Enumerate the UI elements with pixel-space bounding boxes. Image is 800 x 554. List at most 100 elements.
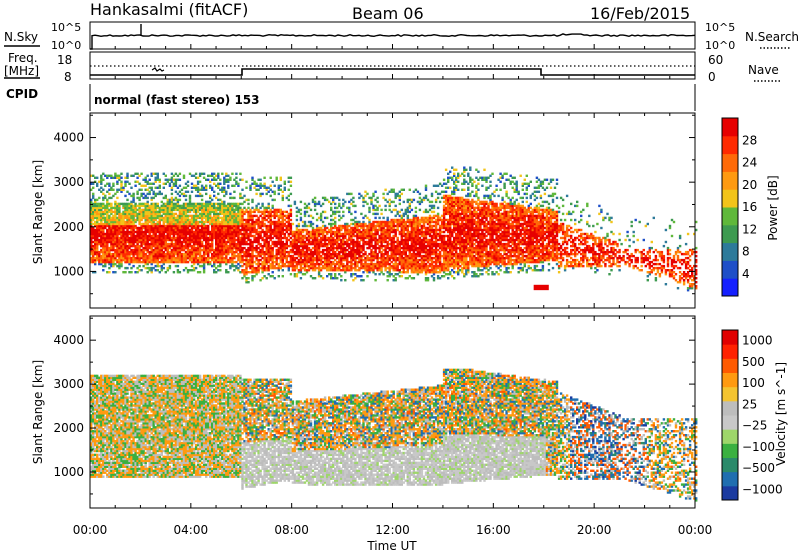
power-cell xyxy=(257,178,260,181)
power-cell xyxy=(317,271,321,274)
power-cell xyxy=(406,218,409,222)
power-cell xyxy=(408,230,411,234)
power-cell xyxy=(299,271,303,274)
power-cell xyxy=(370,222,373,226)
power-cell xyxy=(194,236,198,240)
power-cell xyxy=(251,234,254,238)
power-cell xyxy=(182,236,186,240)
power-cell xyxy=(114,236,117,240)
power-cell xyxy=(180,228,184,232)
power-cell xyxy=(192,220,196,224)
power-cell xyxy=(358,252,361,256)
power-cell xyxy=(362,222,365,226)
power-cell xyxy=(158,224,161,228)
power-cell xyxy=(152,244,155,248)
power-cell xyxy=(196,234,200,238)
power-cell xyxy=(340,242,343,246)
power-cell xyxy=(354,252,357,256)
power-cell xyxy=(255,271,258,274)
power-cell xyxy=(152,256,155,260)
power-cell xyxy=(215,228,218,232)
power-cell xyxy=(332,210,335,214)
power-cell xyxy=(217,252,220,256)
power-cell xyxy=(162,262,165,266)
power-cell xyxy=(182,224,186,228)
power-cell xyxy=(271,252,274,256)
power-cell xyxy=(299,252,303,256)
power-cell xyxy=(402,271,405,274)
power-cell xyxy=(328,266,331,270)
power-cell xyxy=(154,238,157,242)
power-cell xyxy=(198,238,202,242)
power-cell xyxy=(326,252,329,256)
power-cell xyxy=(384,232,387,236)
power-cell xyxy=(118,250,121,254)
power-cell xyxy=(164,230,167,234)
power-cell xyxy=(402,228,405,232)
power-cell xyxy=(255,232,258,236)
power-cell xyxy=(188,218,192,222)
power-cell xyxy=(120,182,123,185)
power-cell xyxy=(376,228,379,232)
power-cell xyxy=(162,232,165,236)
power-cell xyxy=(364,222,367,226)
power-cell xyxy=(400,230,403,234)
power-cell xyxy=(156,206,159,210)
power-cell xyxy=(398,210,401,214)
power-cell xyxy=(221,248,224,252)
power-cell xyxy=(392,234,395,238)
power-cell xyxy=(261,256,264,260)
power-cell xyxy=(281,218,284,222)
power-cell xyxy=(255,258,258,262)
power-cell xyxy=(255,273,258,276)
power-cell xyxy=(265,192,268,196)
power-cell xyxy=(309,240,313,244)
power-cell xyxy=(311,200,315,204)
power-cell xyxy=(285,226,288,230)
power-cell xyxy=(237,254,240,258)
power-cell xyxy=(358,224,361,228)
power-cell xyxy=(408,234,411,238)
power-cell xyxy=(342,262,345,266)
power-cell xyxy=(410,232,414,236)
power-cell xyxy=(235,230,238,234)
power-cell xyxy=(326,256,329,260)
power-cell xyxy=(265,230,268,234)
power-cell xyxy=(128,262,131,266)
power-cell xyxy=(92,252,95,256)
power-cell xyxy=(128,256,131,260)
power-cell xyxy=(150,208,153,212)
power-cell xyxy=(366,230,369,234)
power-cell xyxy=(352,218,355,222)
power-cell xyxy=(154,234,157,238)
power-cell xyxy=(372,224,375,228)
power-cell xyxy=(410,230,414,234)
power-cell xyxy=(263,208,266,212)
power-cell xyxy=(388,256,391,260)
power-cell xyxy=(112,182,115,185)
power-cell xyxy=(170,210,174,214)
power-cell xyxy=(144,204,147,208)
power-cell xyxy=(352,250,355,254)
power-cell xyxy=(340,232,343,236)
power-cell xyxy=(184,206,188,210)
power-cell xyxy=(392,236,395,240)
power-cell xyxy=(96,254,99,258)
power-cell xyxy=(154,180,157,183)
power-cell xyxy=(257,269,260,272)
power-cell xyxy=(192,208,196,212)
nsearch-tick-bottom: 10^0 xyxy=(705,39,735,52)
power-cell xyxy=(301,266,305,270)
power-cell xyxy=(370,269,373,272)
power-cell xyxy=(211,172,214,175)
power-cell xyxy=(219,240,222,244)
power-cell xyxy=(138,206,141,210)
power-cell xyxy=(164,218,167,222)
power-cell xyxy=(372,258,375,262)
power-cell xyxy=(392,218,395,222)
power-cell xyxy=(279,226,282,230)
power-cell xyxy=(251,178,254,181)
power-cell xyxy=(237,258,240,262)
power-cell xyxy=(102,216,105,220)
power-cell xyxy=(231,228,234,232)
